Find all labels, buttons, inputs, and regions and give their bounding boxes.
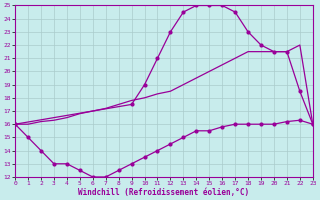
X-axis label: Windchill (Refroidissement éolien,°C): Windchill (Refroidissement éolien,°C) (78, 188, 250, 197)
